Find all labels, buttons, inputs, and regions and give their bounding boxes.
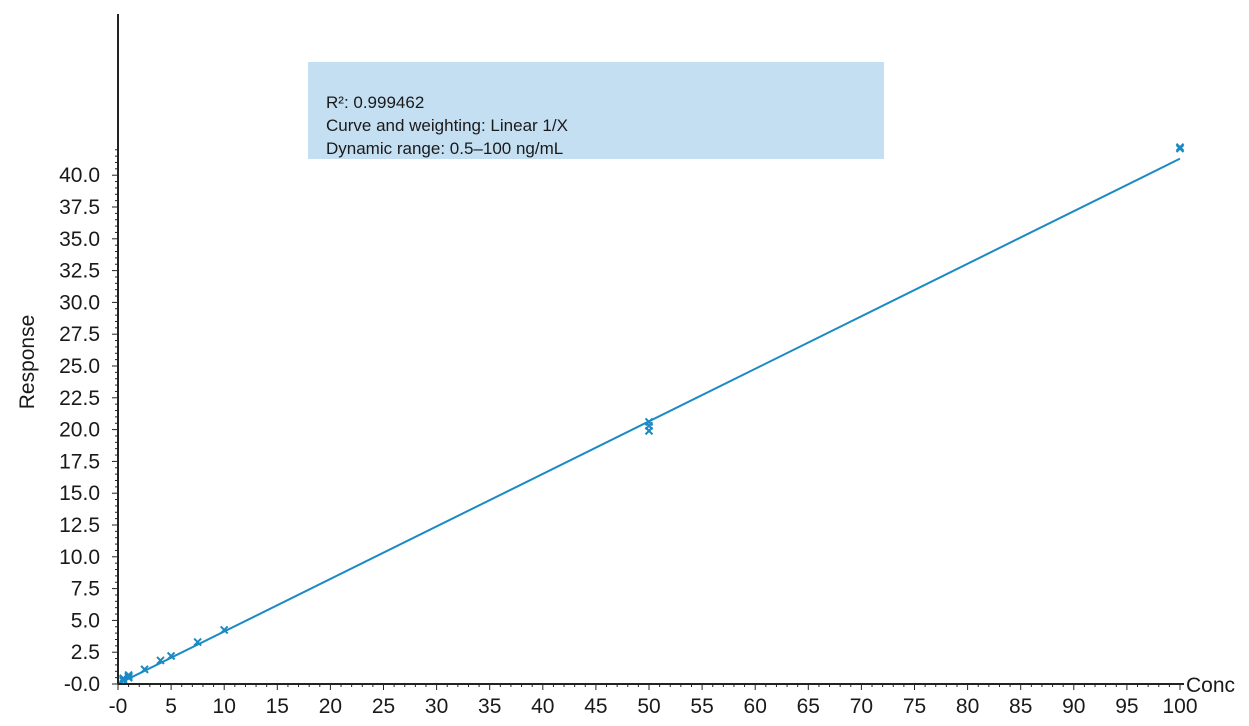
data-point [124, 670, 133, 680]
x-tick-label: 5 [165, 695, 177, 718]
data-point [1175, 143, 1185, 152]
x-tick-label: 10 [213, 695, 236, 718]
y-tick-label: 5.0 [71, 609, 100, 632]
y-tick-label: 30.0 [59, 291, 100, 314]
y-tick-label: 15.0 [59, 482, 100, 505]
x-tick-label: 40 [531, 695, 554, 718]
x-tick-label: 30 [425, 695, 448, 718]
x-tick-label: 45 [584, 695, 607, 718]
data-point [156, 656, 165, 665]
x-tick-label: 90 [1062, 695, 1085, 718]
y-tick-label: 10.0 [59, 546, 100, 569]
x-axis-ticks: -0 5 10 15 20 25 30 35 40 45 50 55 60 65 70 75 80 85 90 95 1… [109, 684, 1198, 718]
y-axis-title: Response [16, 315, 39, 410]
x-tick-label: 15 [266, 695, 289, 718]
y-tick-label: 35.0 [59, 228, 100, 251]
x-tick-label: 50 [637, 695, 660, 718]
x-tick-label: 100 [1162, 695, 1197, 718]
annotation-dynamic-range: Dynamic range: 0.5–100 ng/mL [326, 139, 563, 158]
x-tick-label: 25 [372, 695, 395, 718]
x-tick-label: 80 [956, 695, 979, 718]
annotation-r-squared: R²: 0.999462 [326, 93, 424, 112]
y-tick-label: 27.5 [59, 323, 100, 346]
y-tick-label: 7.5 [71, 578, 100, 601]
x-tick-label: 85 [1009, 695, 1032, 718]
y-tick-label: 17.5 [59, 450, 100, 473]
x-tick-label: -0 [109, 695, 128, 718]
y-tick-label: 12.5 [59, 514, 100, 537]
x-tick-label: 65 [797, 695, 820, 718]
y-tick-label: 25.0 [59, 355, 100, 378]
x-tick-label: 95 [1115, 695, 1138, 718]
y-tick-label: 20.0 [59, 419, 100, 442]
x-axis-title: Conc [1186, 674, 1235, 697]
annotation-curve-weighting: Curve and weighting: Linear 1/X [326, 116, 568, 135]
data-point [140, 665, 149, 674]
data-point [644, 417, 654, 427]
x-tick-label: 75 [903, 695, 926, 718]
annotation-box: R²: 0.999462 Curve and weighting: Linear… [308, 62, 884, 159]
y-tick-label: -0.0 [64, 673, 100, 696]
y-tick-label: 32.5 [59, 260, 100, 283]
x-tick-label: 60 [744, 695, 767, 718]
x-tick-label: 55 [690, 695, 713, 718]
data-point [219, 625, 229, 635]
y-axis-ticks: -0.0 2.5 5.0 7.5 10.0 12.5 15.0 17.5 20.0 22.5 25.… [59, 149, 118, 696]
data-points [119, 143, 1185, 686]
annotation-background [308, 62, 884, 159]
data-point [166, 651, 176, 661]
y-tick-label: 40.0 [59, 164, 100, 187]
data-point [193, 637, 202, 647]
y-tick-label: 37.5 [59, 196, 100, 219]
x-tick-label: 35 [478, 695, 501, 718]
y-tick-label: 22.5 [59, 387, 100, 410]
y-tick-label: 2.5 [71, 641, 100, 664]
x-tick-label: 20 [319, 695, 342, 718]
x-tick-label: 70 [850, 695, 873, 718]
